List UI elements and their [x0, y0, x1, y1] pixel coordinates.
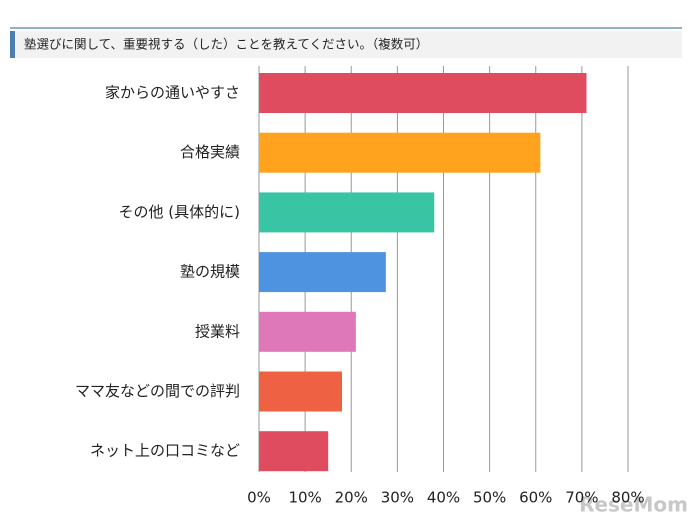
x-tick-label: 10% — [288, 489, 321, 507]
x-tick-label: 80% — [611, 489, 644, 507]
bar — [259, 371, 343, 412]
x-tick-label: 40% — [427, 489, 460, 507]
y-tick-label: 塾の規模 — [180, 263, 240, 281]
x-tick-label: 0% — [247, 489, 271, 507]
x-tick-label: 70% — [565, 489, 598, 507]
bar — [259, 73, 587, 113]
bar — [259, 311, 356, 352]
bar — [259, 431, 329, 472]
title-accent — [10, 31, 15, 58]
x-tick-label: 60% — [519, 489, 552, 507]
x-tick-label: 20% — [335, 489, 368, 507]
bar — [259, 192, 435, 233]
y-tick-label: ネット上の口コミなど — [90, 442, 240, 460]
y-tick-label: 家からの通いやすさ — [105, 84, 240, 102]
x-tick-label: 30% — [381, 489, 414, 507]
bar — [259, 132, 541, 173]
y-tick-label: その他 (具体的に) — [119, 203, 240, 221]
bar — [259, 252, 386, 293]
y-tick-label: 授業料 — [195, 322, 240, 340]
chart-title: 塾選びに関して、重要視する（した）ことを教えてください。（複数可） — [24, 37, 428, 52]
x-tick-label: 50% — [473, 489, 506, 507]
y-tick-label: ママ友などの間での評判 — [75, 382, 240, 400]
watermark: ReseMom — [579, 493, 688, 517]
title-band — [10, 31, 682, 58]
y-tick-label: 合格実績 — [180, 143, 240, 161]
